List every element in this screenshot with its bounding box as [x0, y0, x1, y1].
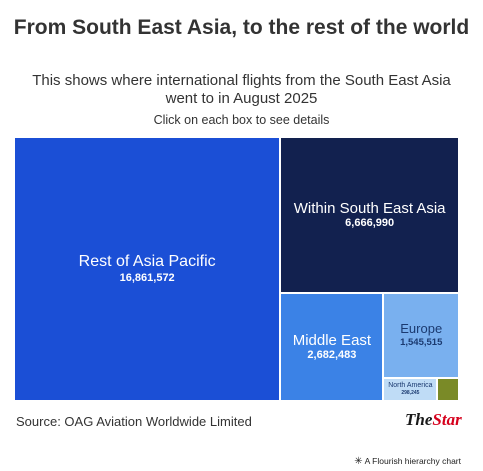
treemap-tile-rest-of-asia-pacific[interactable]: Rest of Asia Pacific 16,861,572: [15, 138, 282, 402]
chart-subtitle: This shows where international flights f…: [32, 72, 451, 107]
treemap-tile-europe[interactable]: Europe 1,545,515: [384, 293, 460, 379]
treemap-tile-value: 6,666,990: [345, 216, 395, 229]
treemap-tile-value: 2,682,483: [307, 348, 357, 361]
flourish-credit-label: A Flourish hierarchy chart: [364, 456, 461, 466]
treemap-tile-value: 298,245: [401, 390, 420, 397]
source-note: Source: OAG Aviation Worldwide Limited: [16, 414, 252, 429]
click-hint: Click on each box to see details: [153, 113, 330, 127]
logo-the: The: [405, 410, 433, 429]
the-star-logo: TheStar: [405, 410, 462, 430]
treemap-tile-value: 16,861,572: [119, 271, 175, 284]
logo-star: Star: [432, 410, 462, 429]
treemap-tile-label: Europe: [400, 321, 443, 337]
treemap-tile-label: Within South East Asia: [293, 199, 446, 217]
treemap-tile-within-south-east-asia[interactable]: Within South East Asia 6,666,990: [281, 138, 460, 294]
treemap-tile-label: Rest of Asia Pacific: [78, 253, 216, 271]
treemap-tile-value: 1,545,515: [400, 337, 443, 348]
treemap-tile-label: North America: [388, 382, 433, 390]
treemap-tile-label: Middle East: [292, 331, 372, 349]
treemap-tile-other[interactable]: [438, 378, 460, 402]
treemap-tile-middle-east[interactable]: Middle East 2,682,483: [281, 293, 385, 402]
flourish-asterisk-icon: ✳: [354, 456, 363, 467]
flourish-credit[interactable]: ✳ A Flourish hierarchy chart: [354, 456, 461, 467]
treemap-chart: Rest of Asia Pacific 16,861,572 Within Sou…: [15, 138, 460, 402]
treemap-tile-north-america[interactable]: North America 298,245: [384, 378, 439, 402]
chart-title: From South East Asia, to the rest of the…: [13, 16, 470, 39]
